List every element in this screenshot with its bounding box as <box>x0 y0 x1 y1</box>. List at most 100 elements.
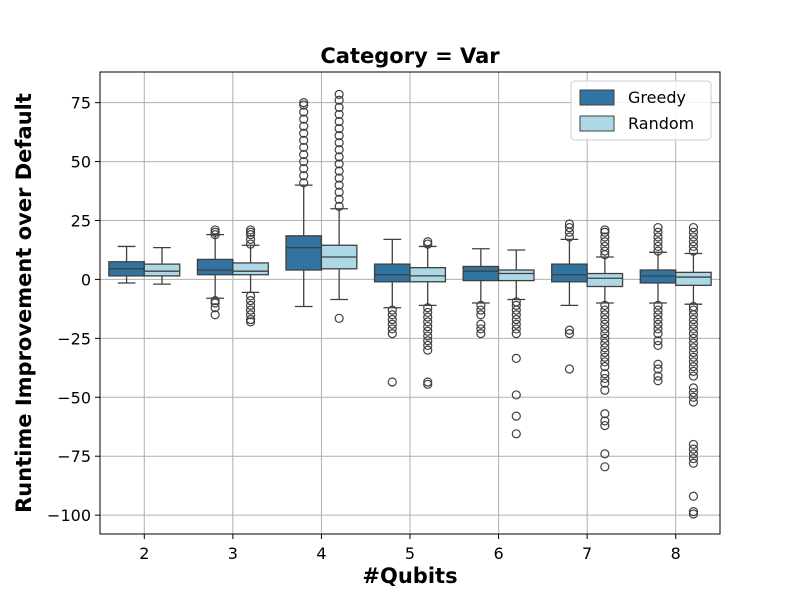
outlier-point <box>688 343 699 353</box>
outlier-point <box>210 227 220 237</box>
outlier-point <box>688 310 699 320</box>
outlier-point <box>653 359 663 369</box>
outlier-point <box>688 507 699 517</box>
legend-label-random: Random <box>628 114 694 133</box>
outlier-point <box>299 121 309 131</box>
outlier-point <box>653 314 663 325</box>
x-tick-label: 8 <box>671 544 681 563</box>
outlier-point <box>387 319 397 329</box>
outlier-point <box>688 397 699 407</box>
outlier-point <box>511 353 521 363</box>
outlier-point <box>564 222 575 233</box>
outlier-point <box>564 219 575 229</box>
outlier-point <box>600 343 610 353</box>
outlier-point <box>688 387 699 398</box>
outlier-point <box>511 429 521 439</box>
outlier-point <box>600 333 610 343</box>
outlier-point <box>511 324 521 334</box>
outlier-point <box>511 319 521 329</box>
outlier-point <box>511 314 521 325</box>
outlier-point <box>564 232 575 242</box>
outlier-point <box>299 156 309 167</box>
outlier-point <box>600 362 610 372</box>
chart-title: Category = Var <box>320 44 500 68</box>
outlier-point <box>600 385 610 395</box>
outlier-point <box>245 296 256 306</box>
outlier-point <box>564 329 575 339</box>
outlier-point <box>476 324 486 334</box>
outlier-point <box>334 152 344 162</box>
outlier-point <box>334 109 344 120</box>
outlier-point <box>387 310 397 320</box>
outlier-point <box>210 225 220 235</box>
outlier-point <box>299 178 309 188</box>
y-tick-label: 25 <box>71 212 91 231</box>
outlier-point <box>600 449 610 459</box>
outlier-point <box>245 291 256 301</box>
outlier-point <box>600 225 610 235</box>
outlier-point <box>423 331 433 341</box>
outlier-point <box>564 227 575 237</box>
outlier-point <box>688 439 699 450</box>
outlier-point <box>423 317 433 327</box>
outlier-point <box>600 373 610 384</box>
outlier-point <box>210 310 220 320</box>
outlier-point <box>653 364 663 374</box>
outlier-point <box>210 230 220 240</box>
outlier-point <box>299 107 309 117</box>
outlier-point <box>387 324 397 334</box>
outlier-point <box>334 138 344 148</box>
outlier-point <box>653 227 663 237</box>
outlier-point <box>423 326 433 336</box>
outlier-point <box>688 371 699 381</box>
outlier-point <box>245 234 256 244</box>
outlier-point <box>688 241 699 252</box>
outlier-point <box>600 409 610 419</box>
x-tick-label: 2 <box>139 544 149 563</box>
outlier-point <box>600 305 610 315</box>
outlier-point <box>299 98 309 108</box>
outlier-point <box>600 352 610 362</box>
outlier-point <box>600 319 610 329</box>
axis-ticks: 75 50 25 0 −25 −50 −75 −100 2 3 4 5 6 7 8 <box>47 94 681 563</box>
outlier-point <box>245 300 256 310</box>
outlier-point <box>334 201 344 211</box>
y-tick-label: −25 <box>57 329 91 348</box>
outlier-point <box>299 171 309 181</box>
outlier-point <box>688 246 699 256</box>
outlier-point <box>423 345 433 355</box>
outlier-point <box>387 377 397 387</box>
outlier-point <box>653 376 663 386</box>
x-tick-label: 4 <box>316 544 326 563</box>
outlier-point <box>688 357 699 367</box>
outlier-point <box>334 187 344 197</box>
outlier-point <box>653 300 663 310</box>
outlier-point <box>423 303 433 313</box>
outlier-point <box>334 313 344 323</box>
outlier-point <box>511 390 521 400</box>
outlier-point <box>476 329 486 339</box>
y-tick-label: −100 <box>47 506 91 525</box>
outlier-point <box>600 462 610 472</box>
outlier-point <box>476 300 486 310</box>
outlier-point <box>334 116 344 127</box>
iqr-box <box>143 263 181 277</box>
greedy-box-7-qubits <box>551 219 588 374</box>
outlier-point <box>688 314 699 325</box>
outlier-point <box>299 135 309 145</box>
outlier-point <box>600 246 610 256</box>
outlier-point <box>423 321 433 332</box>
outlier-point <box>423 237 433 247</box>
y-axis-title: Runtime Improvement over Default <box>12 93 36 513</box>
y-tick-label: 50 <box>71 153 91 172</box>
outlier-point <box>564 325 575 335</box>
greedy-box-5-qubits <box>373 238 411 387</box>
iqr-box <box>675 271 712 286</box>
outlier-point <box>600 357 610 367</box>
x-tick-label: 5 <box>405 544 415 563</box>
outlier-point <box>564 364 575 374</box>
outlier-point <box>600 324 610 334</box>
outlier-point <box>334 180 344 190</box>
outlier-point <box>511 411 521 421</box>
